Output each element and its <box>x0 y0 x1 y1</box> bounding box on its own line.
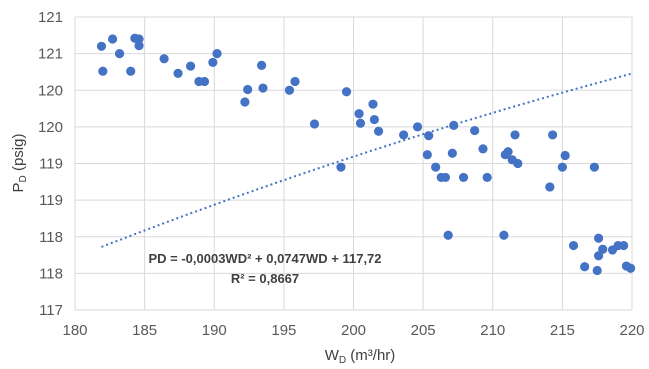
y-tick-label: 117 <box>39 302 63 319</box>
data-point <box>284 85 295 95</box>
y-tick-label: 118 <box>39 265 63 282</box>
data-point <box>412 122 423 132</box>
data-point <box>336 162 346 172</box>
y-tick-label: 119 <box>39 192 63 209</box>
data-point <box>199 76 210 87</box>
data-point <box>185 61 196 71</box>
trendline-equation: PD = -0,0003WD² + 0,0747WD + 117,72 <box>148 251 381 266</box>
y-tick-label: 120 <box>38 119 63 136</box>
data-point <box>341 87 352 97</box>
data-point <box>626 263 636 273</box>
data-point <box>107 34 118 44</box>
x-tick-label: 210 <box>480 322 505 339</box>
data-point <box>589 162 600 172</box>
data-point <box>134 34 144 44</box>
data-point <box>447 148 457 158</box>
data-point <box>96 41 107 51</box>
r-squared-label: R² = 0,8667 <box>231 271 299 286</box>
data-point <box>513 158 523 169</box>
data-point <box>568 240 579 251</box>
data-point <box>440 172 451 183</box>
trendline <box>101 72 631 248</box>
data-point <box>478 144 488 154</box>
y-tick-label: 120 <box>38 82 63 99</box>
data-point <box>373 126 384 136</box>
data-point <box>580 262 590 272</box>
data-point <box>619 240 629 251</box>
x-tick-label: 220 <box>619 322 644 339</box>
x-tick-label: 200 <box>341 322 366 339</box>
data-point <box>443 230 453 240</box>
data-point <box>159 54 169 64</box>
data-point <box>399 130 409 140</box>
x-tick-label: 215 <box>550 322 575 339</box>
data-point <box>290 76 300 87</box>
data-point <box>258 83 268 93</box>
y-tick-label: 121 <box>38 46 63 63</box>
data-point <box>592 265 602 276</box>
gridlines <box>74 16 633 311</box>
data-point <box>354 109 364 119</box>
data-point <box>424 131 434 141</box>
x-axis-title: WD (m³/hr) <box>325 347 396 366</box>
x-tick-label: 180 <box>62 322 87 339</box>
data-point <box>593 251 604 261</box>
y-tick-labels: 117 118 118 119 119 120 120 121 121 <box>38 9 63 319</box>
data-point <box>134 40 144 51</box>
data-point <box>449 120 459 131</box>
data-point <box>593 233 604 243</box>
data-point <box>98 66 108 76</box>
data-point <box>240 97 250 107</box>
data-point <box>212 49 222 59</box>
data-point <box>422 150 432 160</box>
data-point <box>126 66 136 76</box>
data-point <box>503 147 513 157</box>
data-point <box>355 118 366 128</box>
data-point <box>243 84 253 95</box>
data-point <box>545 182 555 192</box>
data-points <box>96 33 636 276</box>
x-tick-label: 195 <box>271 322 296 339</box>
data-point <box>510 130 520 140</box>
data-point <box>499 230 509 240</box>
y-tick-label: 118 <box>39 229 63 246</box>
data-point <box>114 49 125 59</box>
y-axis-title: PD (psig) <box>10 134 29 193</box>
x-tick-label: 185 <box>132 322 157 339</box>
x-tick-labels: 180 185 190 195 200 205 210 215 220 <box>62 322 644 339</box>
data-point <box>369 114 379 125</box>
data-point <box>482 172 492 183</box>
data-point <box>309 119 320 129</box>
data-point <box>470 125 480 136</box>
data-point <box>173 68 183 79</box>
y-tick-label: 121 <box>38 9 63 26</box>
data-point <box>431 162 441 172</box>
data-point <box>548 130 558 140</box>
x-tick-label: 190 <box>202 322 227 339</box>
data-point <box>560 150 570 161</box>
data-point <box>256 60 267 70</box>
data-point <box>557 162 567 172</box>
data-point <box>458 172 469 183</box>
data-point <box>368 99 378 109</box>
data-point <box>598 244 608 254</box>
x-tick-label: 205 <box>411 322 436 339</box>
y-tick-label: 119 <box>39 156 63 173</box>
data-point <box>208 57 218 68</box>
